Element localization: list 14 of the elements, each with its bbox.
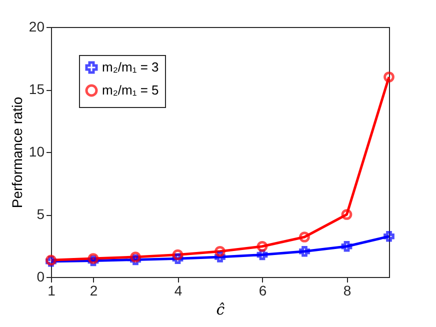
legend-label: m₂/m₁ = 3 — [102, 60, 159, 74]
x-tick-label: 4 — [174, 282, 182, 298]
legend-label: m₂/m₁ = 5 — [102, 82, 159, 98]
y-tick-label: 5 — [36, 206, 45, 222]
y-tick-label: 15 — [28, 81, 45, 97]
y-tick-label: 20 — [28, 18, 45, 34]
y-axis-title: Performance ratio — [8, 96, 25, 208]
x-tick-label: 2 — [90, 282, 98, 298]
y-tick-label: 0 — [36, 268, 45, 284]
x-axis-title: ĉ — [216, 300, 226, 318]
x-tick-label: 6 — [258, 282, 267, 298]
x-tick-label: 8 — [343, 282, 352, 298]
y-tick-label: 10 — [28, 144, 45, 160]
x-tick-label: 1 — [48, 282, 56, 298]
